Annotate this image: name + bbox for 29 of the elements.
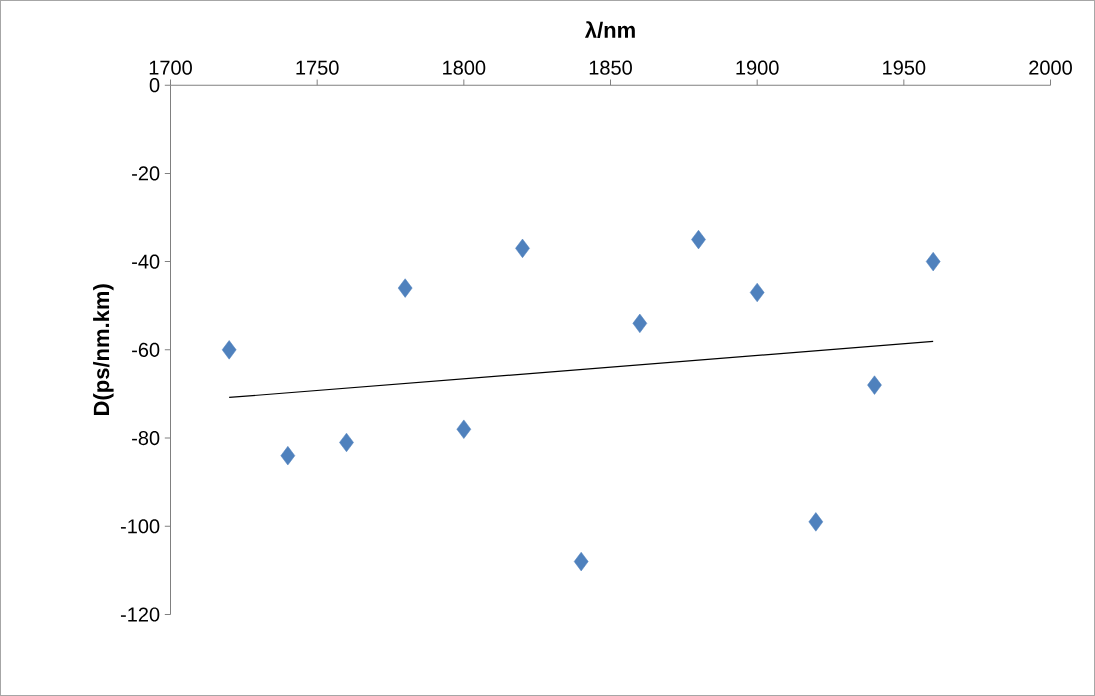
x-tick-label: 1900: [736, 60, 779, 75]
y-tick-label: -80: [132, 430, 160, 446]
point: [397, 278, 413, 298]
point: [632, 313, 648, 333]
point: [456, 419, 472, 439]
point: [691, 229, 706, 250]
x-tick-label: 1750: [296, 60, 339, 75]
point: [515, 238, 530, 258]
y-tick-label: -60: [132, 342, 160, 357]
point: [280, 446, 296, 466]
x-tick-label: 1950: [883, 60, 926, 75]
point: [221, 340, 237, 360]
x-tick-label: 1800: [443, 60, 486, 75]
x-tick-label: 1850: [589, 60, 632, 75]
point: [749, 282, 765, 303]
point: [867, 375, 882, 395]
x-tick-label: 2000: [1029, 60, 1072, 75]
point: [925, 252, 941, 272]
y-tick-label: -100: [120, 519, 160, 534]
x-tick-label: 1700: [149, 60, 192, 75]
point: [808, 512, 824, 532]
point: [573, 551, 589, 572]
y-axis-title: D(ps/nm.km): [93, 284, 114, 415]
y-tick-label: -120: [120, 607, 160, 622]
point: [339, 432, 354, 453]
y-tick-label: 0: [149, 78, 160, 93]
y-tick-label: -40: [132, 254, 160, 269]
x-axis-title: λ/nm: [584, 21, 635, 39]
y-tick-label: -20: [132, 166, 160, 181]
